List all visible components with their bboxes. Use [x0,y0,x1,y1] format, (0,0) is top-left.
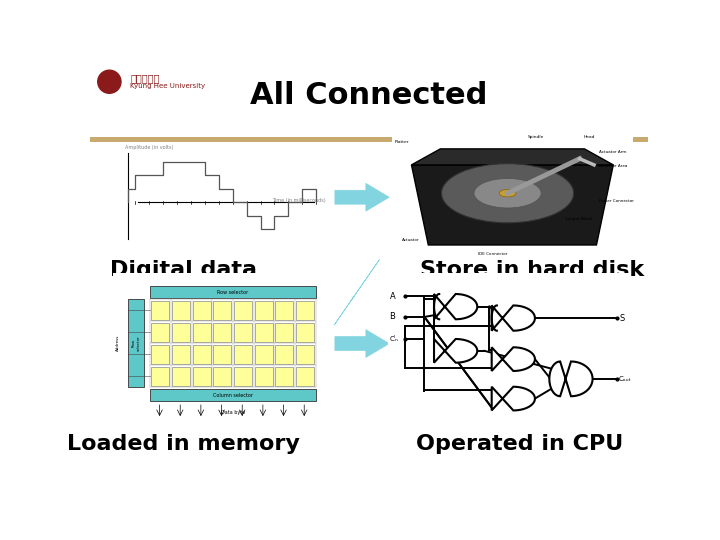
Polygon shape [335,330,389,357]
Text: Loaded in memory: Loaded in memory [66,434,300,454]
Circle shape [98,70,121,93]
Text: Store in hard disk: Store in hard disk [420,260,644,280]
Text: 㔭희대학교: 㔭희대학교 [130,73,160,83]
Text: Operated in CPU: Operated in CPU [416,434,624,454]
Polygon shape [335,184,389,211]
Polygon shape [334,260,379,325]
Text: Kyung Hee University: Kyung Hee University [130,83,205,89]
Text: Digital data: Digital data [109,260,256,280]
Bar [90,137,648,142]
Text: All Connected: All Connected [251,81,487,110]
